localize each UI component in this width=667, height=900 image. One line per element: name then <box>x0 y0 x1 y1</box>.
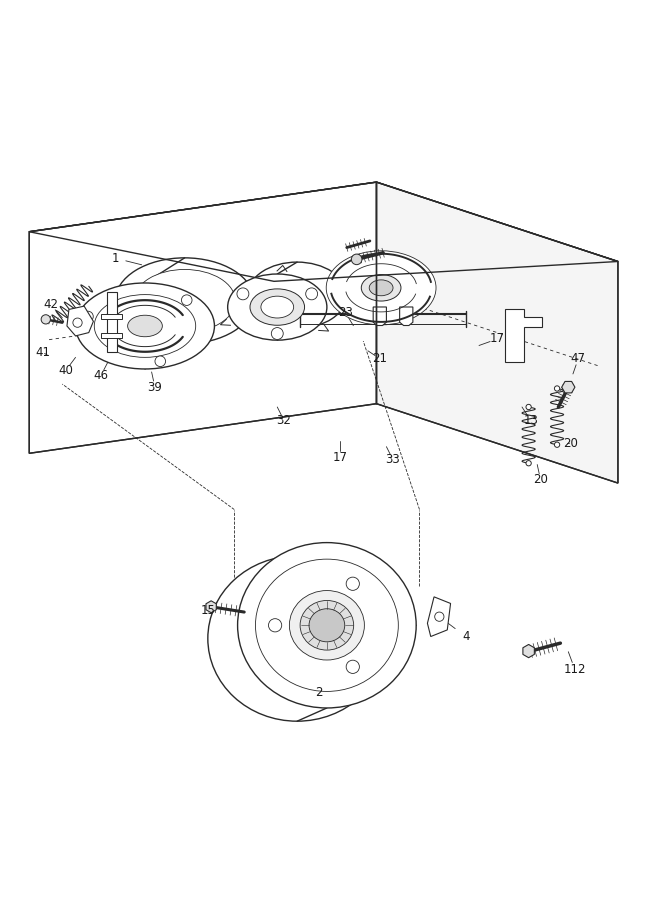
Ellipse shape <box>289 590 364 660</box>
Polygon shape <box>101 314 123 319</box>
Text: 32: 32 <box>276 414 291 427</box>
Circle shape <box>237 288 249 300</box>
Polygon shape <box>332 254 431 284</box>
Text: 23: 23 <box>338 306 353 319</box>
Text: 40: 40 <box>58 364 73 377</box>
Text: 1: 1 <box>111 252 119 265</box>
Ellipse shape <box>134 269 235 332</box>
Text: 42: 42 <box>43 298 58 311</box>
Ellipse shape <box>362 274 401 301</box>
Text: 20: 20 <box>533 473 548 486</box>
Text: 41: 41 <box>35 346 50 358</box>
Circle shape <box>526 461 532 466</box>
Polygon shape <box>400 307 413 326</box>
Text: 21: 21 <box>372 352 388 365</box>
Ellipse shape <box>309 608 345 642</box>
Text: 2: 2 <box>315 687 323 699</box>
Text: 33: 33 <box>386 454 400 466</box>
Circle shape <box>554 442 560 447</box>
Text: 112: 112 <box>564 663 586 676</box>
Circle shape <box>554 386 560 391</box>
Polygon shape <box>376 182 618 483</box>
Circle shape <box>41 315 51 324</box>
Circle shape <box>73 318 82 328</box>
Text: 17: 17 <box>490 332 505 346</box>
Ellipse shape <box>127 315 162 337</box>
Circle shape <box>526 404 532 410</box>
Polygon shape <box>29 182 618 282</box>
Ellipse shape <box>370 280 393 296</box>
Text: 15: 15 <box>200 604 215 617</box>
Circle shape <box>346 577 360 590</box>
Ellipse shape <box>261 296 293 318</box>
Polygon shape <box>562 382 575 393</box>
Polygon shape <box>67 306 93 336</box>
Ellipse shape <box>75 283 214 369</box>
Circle shape <box>271 328 283 339</box>
Ellipse shape <box>300 600 354 650</box>
Text: 4: 4 <box>462 630 470 643</box>
Circle shape <box>352 254 362 265</box>
Polygon shape <box>331 292 430 322</box>
Ellipse shape <box>326 251 436 325</box>
Text: 20: 20 <box>563 436 578 450</box>
Text: 47: 47 <box>571 352 586 365</box>
Polygon shape <box>428 597 451 636</box>
Ellipse shape <box>237 543 416 708</box>
Polygon shape <box>374 307 386 326</box>
Polygon shape <box>506 309 542 362</box>
Circle shape <box>346 661 360 673</box>
Ellipse shape <box>247 262 347 328</box>
Polygon shape <box>523 644 534 658</box>
Circle shape <box>83 311 93 322</box>
Polygon shape <box>107 292 117 353</box>
Text: 39: 39 <box>147 381 162 393</box>
Circle shape <box>155 356 165 366</box>
Ellipse shape <box>227 274 327 340</box>
Polygon shape <box>101 333 123 338</box>
Ellipse shape <box>250 289 305 325</box>
Ellipse shape <box>115 258 254 344</box>
Text: 17: 17 <box>333 452 348 464</box>
Circle shape <box>269 618 281 632</box>
Text: 46: 46 <box>93 369 108 382</box>
Circle shape <box>435 612 444 621</box>
Circle shape <box>181 295 192 305</box>
Text: 13: 13 <box>523 414 538 427</box>
Circle shape <box>305 288 317 300</box>
Ellipse shape <box>208 556 386 721</box>
Polygon shape <box>29 182 376 454</box>
Polygon shape <box>206 601 216 613</box>
